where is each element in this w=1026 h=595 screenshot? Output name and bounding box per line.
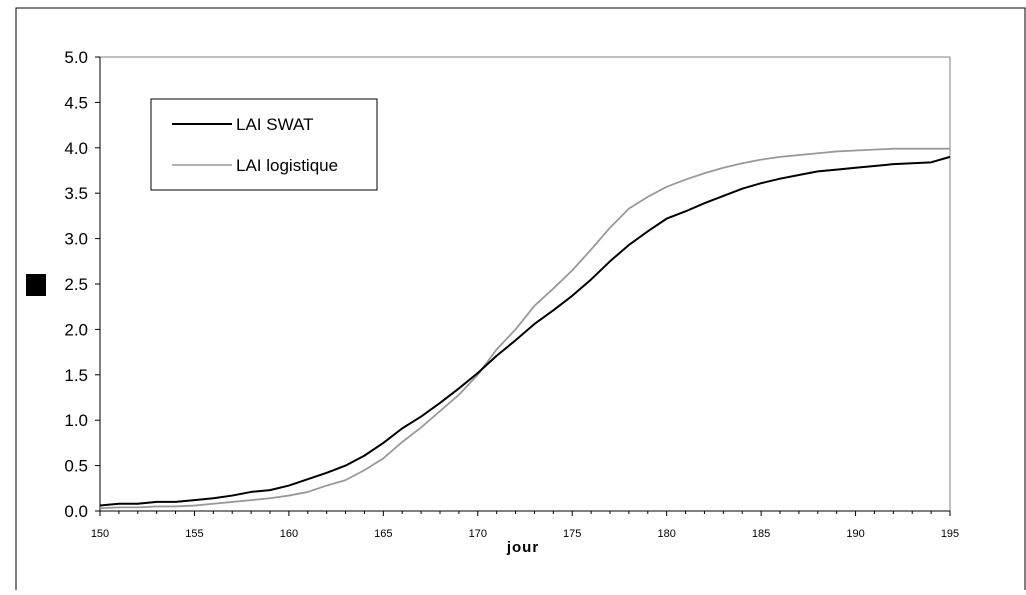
x-tick-label: 170 [469, 528, 487, 540]
y-tick-label: 0.0 [64, 502, 88, 521]
x-tick-label: 150 [91, 528, 109, 540]
y-tick-label: 1.0 [64, 411, 88, 430]
y-tick-label: 3.5 [64, 184, 88, 203]
y-tick-label: 3.0 [64, 230, 88, 249]
series-line-lai-swat [99, 155, 951, 507]
y-tick-label: 1.5 [64, 366, 88, 385]
x-tick-label: 190 [846, 528, 864, 540]
x-axis-label: jour [506, 539, 539, 556]
y-tick-label: 5.0 [64, 48, 88, 67]
legend: LAI SWAT LAI logistique [150, 98, 378, 191]
legend-box [150, 98, 378, 191]
legend-label-lai-swat: LAI SWAT [236, 115, 313, 134]
series-line-lai-logistique [99, 147, 950, 510]
x-tick-label: 175 [563, 528, 581, 540]
y-tick-label: 2.0 [64, 320, 88, 339]
series-lines [99, 147, 951, 510]
chart-frame [15, 7, 1026, 590]
legend-label-lai-logistique: LAI logistique [236, 156, 338, 175]
x-tick-label: 155 [185, 528, 203, 540]
y-tick-label: 0.5 [64, 457, 88, 476]
y-tick-label: 4.5 [64, 93, 88, 112]
x-tick-label: 160 [280, 528, 298, 540]
y-axis-marker [26, 274, 46, 296]
x-tick-label: 195 [941, 528, 959, 540]
y-tick-label: 2.5 [64, 275, 88, 294]
x-tick-label: 185 [752, 528, 770, 540]
x-tick-label: 180 [657, 528, 675, 540]
y-tick-label: 4.0 [64, 139, 88, 158]
x-tick-label: 165 [374, 528, 392, 540]
axis-ticks: 0.0 0.5 1.0 1.5 2.0 2.5 3.0 3.5 4.0 4.5 5.0 150 155 1… [64, 48, 959, 540]
